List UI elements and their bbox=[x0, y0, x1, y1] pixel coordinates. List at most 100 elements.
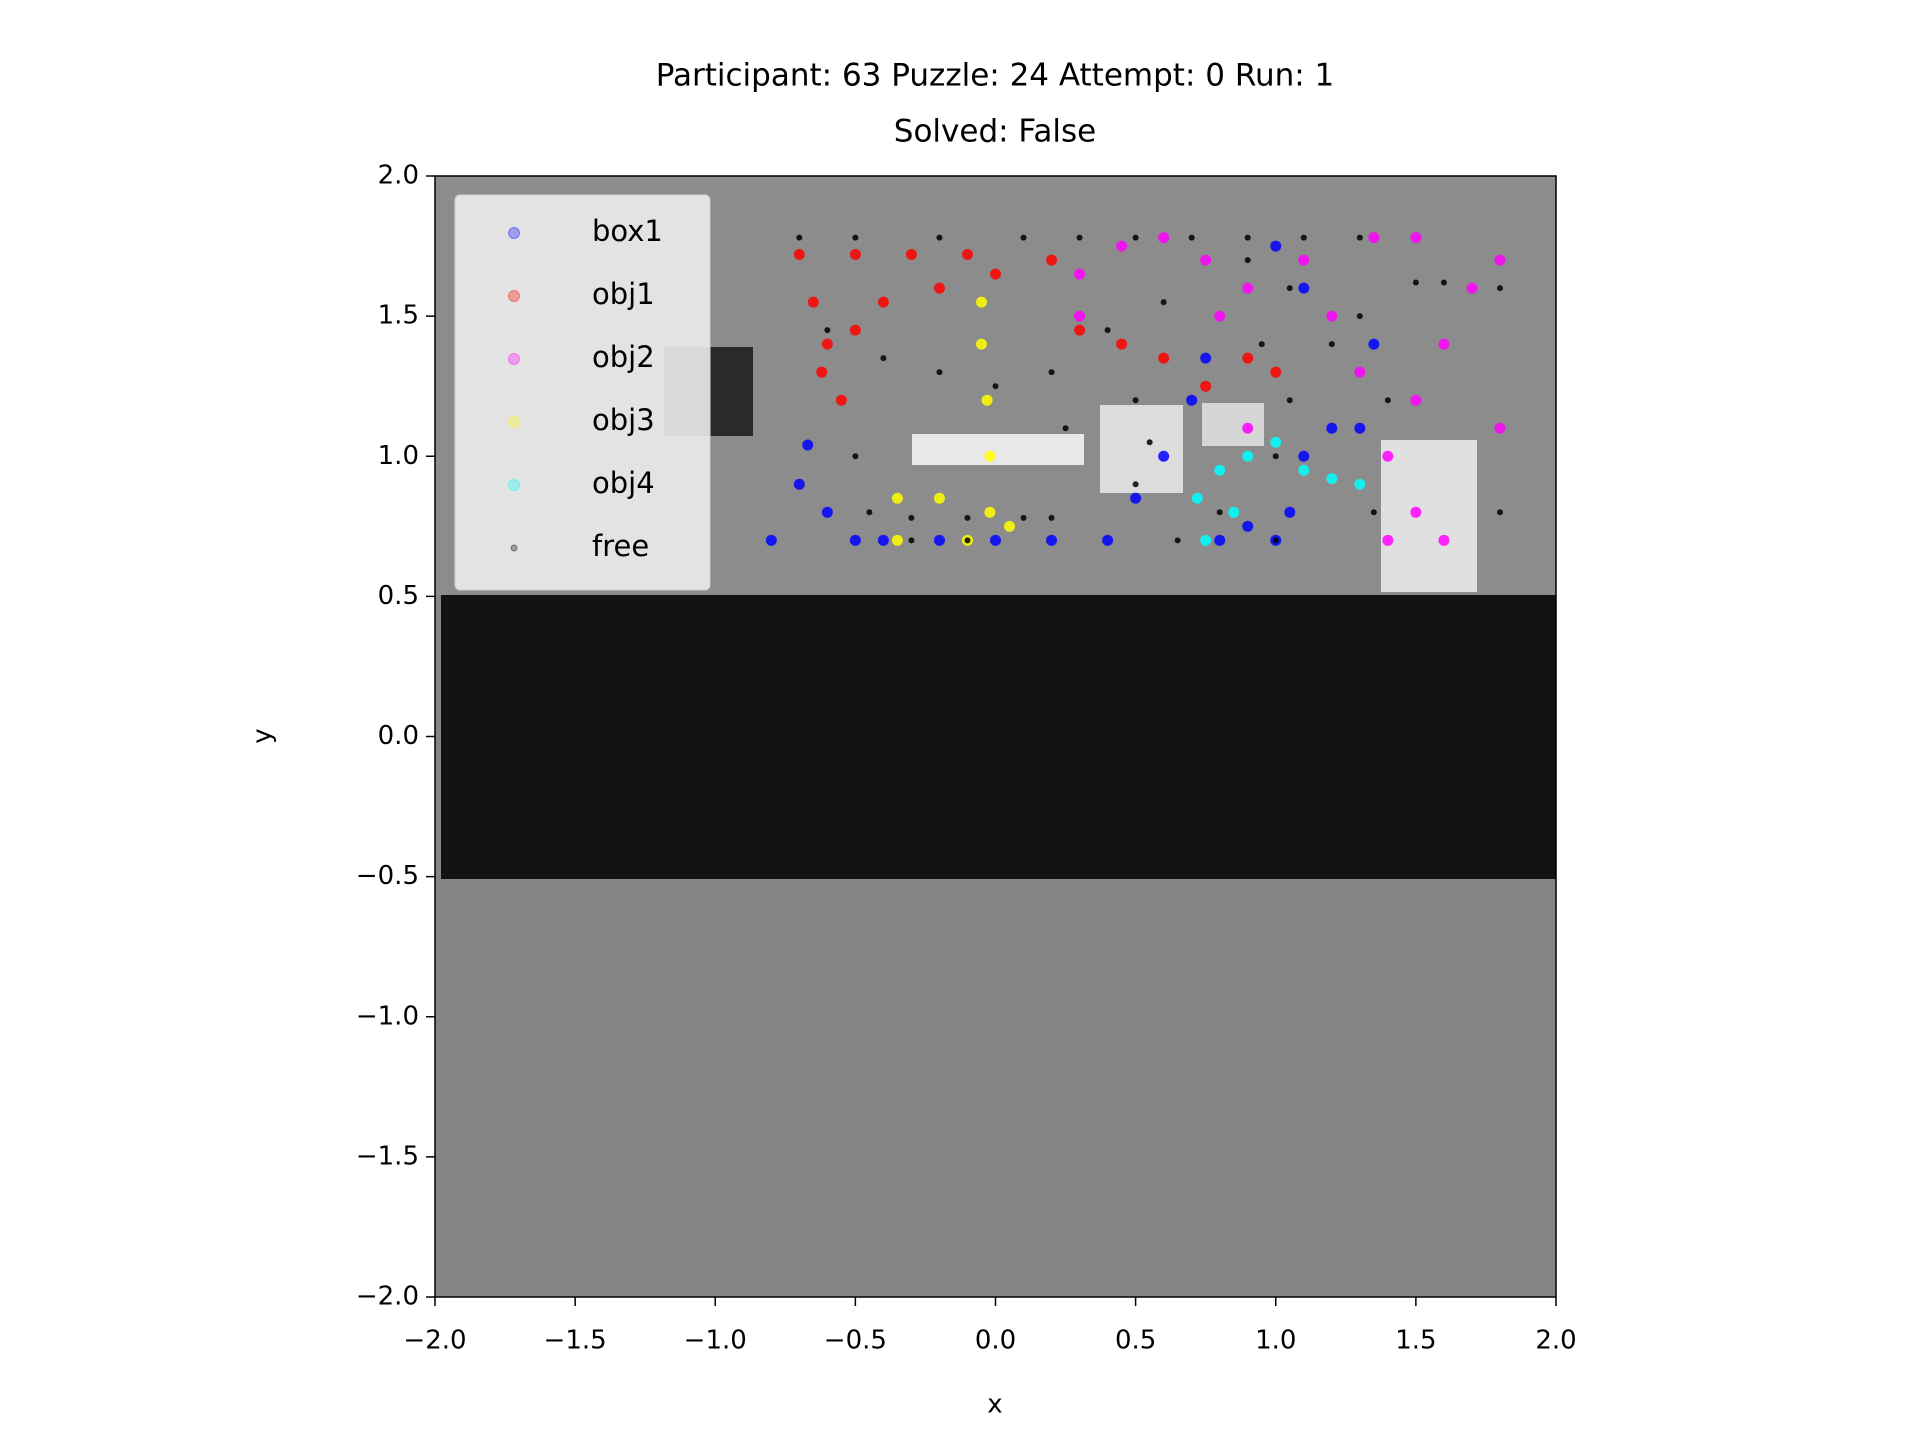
point bbox=[1104, 327, 1111, 334]
point bbox=[1158, 450, 1170, 462]
point bbox=[1074, 324, 1086, 336]
legend-marker bbox=[508, 353, 520, 365]
point bbox=[1410, 394, 1422, 406]
legend-marker bbox=[508, 416, 520, 428]
point bbox=[852, 234, 859, 241]
point bbox=[1300, 234, 1307, 241]
point bbox=[1158, 232, 1170, 244]
x-tick-label: −2.0 bbox=[403, 1326, 466, 1356]
x-tick-label: −1.0 bbox=[684, 1326, 747, 1356]
point bbox=[1046, 254, 1058, 266]
point bbox=[1410, 232, 1422, 244]
point bbox=[807, 296, 819, 308]
point bbox=[1382, 534, 1394, 546]
point bbox=[1496, 509, 1503, 516]
point bbox=[990, 534, 1001, 546]
point bbox=[984, 450, 996, 462]
point bbox=[1074, 310, 1086, 322]
y-tick-label: 1.5 bbox=[378, 301, 419, 331]
point bbox=[824, 327, 831, 334]
point bbox=[1328, 341, 1335, 348]
point bbox=[1438, 534, 1450, 546]
point bbox=[1200, 534, 1212, 546]
point bbox=[1270, 240, 1282, 252]
x-tick-label: 1.5 bbox=[1395, 1326, 1436, 1356]
point bbox=[1410, 506, 1422, 518]
light-box bbox=[1381, 440, 1477, 592]
point bbox=[1284, 506, 1296, 518]
point bbox=[1216, 509, 1223, 516]
point bbox=[1286, 397, 1293, 404]
point bbox=[793, 478, 805, 490]
point bbox=[964, 514, 971, 521]
point bbox=[1494, 422, 1506, 434]
point bbox=[1412, 279, 1419, 286]
point bbox=[1272, 537, 1279, 544]
point bbox=[880, 355, 887, 362]
y-tick-label: 2.0 bbox=[378, 161, 419, 191]
point bbox=[802, 439, 814, 451]
point bbox=[1102, 534, 1114, 546]
point bbox=[1048, 369, 1055, 376]
point bbox=[877, 296, 889, 308]
point bbox=[990, 268, 1001, 280]
legend-label: obj1 bbox=[592, 277, 655, 311]
point bbox=[1354, 422, 1366, 434]
point bbox=[1004, 520, 1016, 532]
point bbox=[1326, 473, 1338, 485]
y-tick-label: −1.0 bbox=[356, 1001, 419, 1031]
point bbox=[1242, 422, 1254, 434]
plot-area bbox=[765, 232, 1506, 546]
point bbox=[908, 514, 915, 521]
point bbox=[1020, 514, 1027, 521]
point bbox=[1130, 492, 1142, 504]
point bbox=[1368, 338, 1380, 350]
point bbox=[1132, 234, 1139, 241]
point bbox=[821, 338, 833, 350]
point bbox=[891, 534, 903, 546]
point bbox=[981, 394, 993, 406]
point bbox=[1200, 352, 1212, 364]
point bbox=[961, 248, 973, 260]
y-tick-label: −2.0 bbox=[356, 1282, 419, 1312]
point bbox=[1466, 282, 1478, 294]
point bbox=[1356, 313, 1363, 320]
point bbox=[891, 492, 903, 504]
point bbox=[1270, 436, 1282, 448]
point bbox=[1116, 338, 1128, 350]
point bbox=[1356, 234, 1363, 241]
point bbox=[1244, 257, 1251, 264]
point bbox=[1146, 439, 1153, 446]
point bbox=[1354, 366, 1366, 378]
y-tick-label: 0.5 bbox=[378, 581, 419, 611]
point bbox=[1270, 366, 1282, 378]
point bbox=[1438, 338, 1450, 350]
legend-label: obj3 bbox=[592, 403, 655, 437]
legend-label: free bbox=[592, 529, 649, 563]
point bbox=[984, 506, 996, 518]
point bbox=[849, 534, 861, 546]
point bbox=[793, 248, 805, 260]
point bbox=[1116, 240, 1128, 252]
point bbox=[1298, 282, 1310, 294]
point bbox=[1242, 450, 1254, 462]
legend-label: obj4 bbox=[592, 466, 655, 500]
point bbox=[1074, 268, 1086, 280]
point bbox=[852, 453, 859, 460]
point bbox=[1191, 492, 1203, 504]
point bbox=[1188, 234, 1195, 241]
point bbox=[933, 282, 945, 294]
point bbox=[1046, 534, 1058, 546]
point bbox=[1494, 254, 1506, 266]
legend-label: box1 bbox=[592, 214, 663, 248]
point bbox=[1272, 453, 1279, 460]
y-tick-label: −1.5 bbox=[356, 1141, 419, 1171]
point bbox=[1132, 481, 1139, 488]
point bbox=[1200, 254, 1212, 266]
point bbox=[1354, 478, 1366, 490]
point bbox=[835, 394, 847, 406]
x-tick-label: 2.0 bbox=[1535, 1326, 1576, 1356]
point bbox=[1382, 450, 1394, 462]
point bbox=[765, 534, 777, 546]
